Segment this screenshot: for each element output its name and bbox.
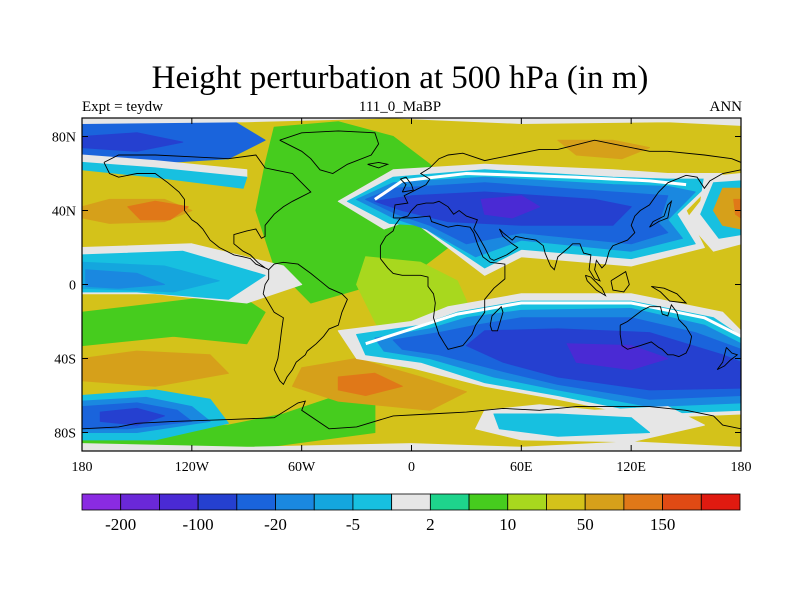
colorbar-label: -5 (346, 515, 360, 534)
experiment-label: Expt = teydw (82, 99, 163, 115)
colorbar-swatch (507, 493, 547, 511)
colorbar-swatch (197, 493, 238, 511)
lat-tick-label: 80S (54, 427, 76, 442)
colorbar-label: -100 (183, 515, 214, 534)
colorbar (81, 493, 741, 511)
coastline-south-america (262, 261, 348, 386)
chart-title: Height perturbation at 500 hPa (in m) (151, 60, 649, 96)
lon-tick-label: 60W (288, 460, 316, 475)
field-region-far-east-orange (713, 187, 741, 230)
lon-tick-label: 180 (731, 460, 752, 475)
colorbar-swatch (429, 493, 470, 511)
coastline-borneo-indonesia (610, 270, 630, 293)
coastline-uk (399, 176, 414, 193)
field-region-south-atlantic-deep-orange (337, 372, 403, 396)
coastline-greenland (279, 130, 380, 174)
field-region-equatorial-pacific-dark (85, 269, 165, 289)
longitude-axis: 180 120W 60W 0 60E 120E 180 (72, 118, 752, 475)
field-region-eurasia-core (480, 195, 541, 219)
lat-tick-label: 40N (52, 205, 76, 220)
colorbar-swatch (236, 493, 276, 511)
colorbar-swatch (468, 493, 509, 511)
height-perturbation-field (82, 118, 741, 451)
contour-line-1 (365, 301, 741, 346)
coastline-japan (649, 199, 673, 228)
colorbar-label: 2 (426, 515, 435, 534)
coastline-new-zealand (716, 347, 739, 371)
coastline-sumatra (584, 274, 607, 297)
colorbar-swatch (313, 493, 354, 511)
colorbar-swatch (546, 493, 586, 511)
lon-tick-label: 120E (616, 460, 646, 475)
field-region-south-indian-core (566, 343, 669, 371)
coastline-north-america (103, 154, 312, 271)
colorbar-swatch (81, 493, 122, 511)
field-region-deep-north-pacific-orange (127, 200, 189, 221)
lat-tick-label: 80N (52, 131, 76, 146)
lon-tick-label: 120W (175, 460, 210, 475)
colorbar-swatch (275, 493, 315, 511)
field-region-south-pacific-orange (82, 350, 229, 387)
lat-tick-label: 0 (69, 279, 76, 294)
run-label: 111_0_MaBP (358, 99, 442, 115)
lon-tick-label: 180 (72, 460, 93, 475)
field-region-north-pacific-cyan (82, 161, 248, 189)
coastline-eurasia (392, 139, 741, 282)
coastline-africa (379, 215, 506, 350)
field-region-southern-ocean-darkest (99, 407, 165, 426)
colorbar-labels: -200 -100 -20 -5 2 10 50 150 (105, 515, 675, 534)
colorbar-swatch (623, 493, 663, 511)
colorbar-label: -200 (105, 515, 136, 534)
field-region-far-east-deep-orange (733, 198, 741, 219)
coastline-australia (619, 303, 693, 358)
field-region-northeast-orange (557, 139, 650, 160)
colorbar-label: 10 (499, 515, 516, 534)
colorbar-swatch (352, 493, 393, 511)
latitude-axis: 80N 40N 0 40S 80S (52, 131, 741, 442)
colorbar-swatch (120, 493, 160, 511)
colorbar-label: -20 (264, 515, 287, 534)
coastline-iceland (367, 161, 390, 169)
coastline-madagascar (489, 305, 504, 332)
colorbar-swatch (700, 493, 741, 511)
coastlines (82, 130, 741, 430)
lon-tick-label: 60E (510, 460, 533, 475)
season-label: ANN (709, 99, 743, 115)
colorbar-swatch (662, 493, 702, 511)
contour-line-0 (374, 172, 687, 201)
colorbar-swatch (584, 493, 625, 511)
coastline-new-guinea (651, 285, 688, 304)
field-region-south-cyan-pocket (493, 413, 650, 437)
colorbar-swatch (391, 493, 431, 511)
coastline-antarctica (82, 400, 741, 430)
lon-tick-label: 0 (408, 460, 415, 475)
colorbar-label: 150 (650, 515, 676, 534)
colorbar-label: 50 (577, 515, 594, 534)
zero-contour-lines (365, 172, 741, 346)
lat-tick-label: 40S (54, 353, 76, 368)
field-region-north-polar-deep-west (82, 132, 184, 152)
colorbar-swatch (159, 493, 199, 511)
